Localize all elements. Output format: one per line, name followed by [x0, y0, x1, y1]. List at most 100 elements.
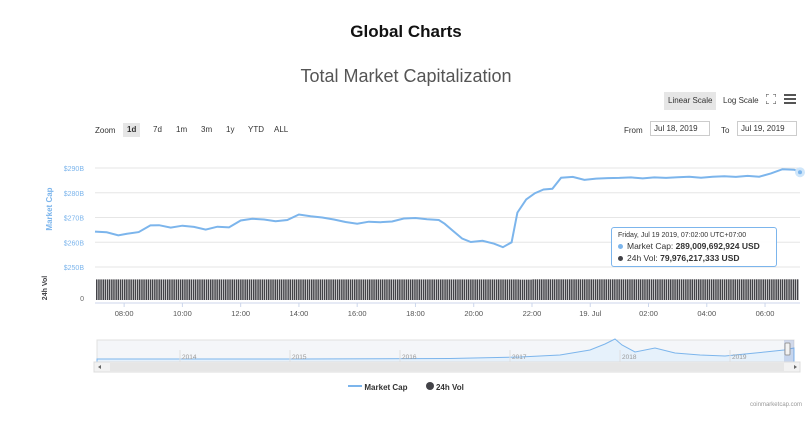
- volume-bar: [689, 279, 691, 300]
- legend: Market Cap 24h Vol: [0, 382, 812, 392]
- volume-bar: [678, 279, 681, 300]
- volume-bar: [575, 279, 577, 300]
- log-scale-button[interactable]: Log Scale: [723, 96, 759, 105]
- volume-bar: [287, 279, 289, 300]
- volume-bar: [584, 279, 586, 300]
- volume-bar: [586, 279, 588, 300]
- volume-bar: [646, 279, 648, 300]
- scroll-right-arrow-icon[interactable]: [794, 365, 797, 369]
- navigator-scrollbar-thumb[interactable]: [110, 363, 784, 371]
- volume-bar: [732, 279, 734, 300]
- volume-bar: [433, 279, 435, 300]
- x-tick-label: 19. Jul: [579, 309, 601, 318]
- y-tick-label: $250B: [64, 265, 85, 272]
- from-date-input[interactable]: [650, 121, 710, 136]
- volume-bar: [210, 279, 212, 300]
- volume-bar: [360, 279, 362, 300]
- volume-bar: [222, 279, 225, 300]
- volume-bar: [710, 279, 713, 300]
- volume-bar: [283, 279, 285, 300]
- volume-bar: [467, 279, 470, 300]
- volume-bar: [169, 279, 171, 300]
- zoom-button-1m[interactable]: 1m: [176, 125, 188, 134]
- volume-bar: [700, 279, 702, 300]
- linear-scale-button[interactable]: Linear Scale: [664, 92, 717, 110]
- volume-bar: [106, 279, 109, 300]
- volume-bar: [414, 279, 416, 300]
- volume-bar: [753, 279, 756, 300]
- volume-bar: [566, 279, 569, 300]
- volume-bar: [685, 279, 687, 300]
- volume-bar: [154, 279, 156, 300]
- volume-bar: [164, 279, 167, 300]
- volume-bar: [392, 279, 395, 300]
- volume-bar: [796, 279, 799, 300]
- volume-bar: [427, 279, 429, 300]
- chart-title: Total Market Capitalization: [300, 66, 512, 86]
- volume-bar: [743, 279, 745, 300]
- volume-bar: [347, 279, 349, 300]
- volume-bar: [766, 279, 769, 300]
- volume-bar: [603, 279, 605, 300]
- volume-bar: [405, 279, 408, 300]
- volume-bar: [188, 279, 190, 300]
- volume-bar: [745, 279, 747, 300]
- market-cap-series-line[interactable]: [94, 168, 801, 249]
- scroll-left-arrow-icon[interactable]: [98, 365, 101, 369]
- volume-bar: [151, 279, 154, 300]
- y-tick-label: $270B: [64, 216, 85, 223]
- volume-bar: [590, 279, 592, 300]
- volume-bar: [777, 279, 779, 300]
- volume-bar: [375, 279, 377, 300]
- volume-bar: [706, 279, 709, 300]
- navigator[interactable]: 2014 2015 2016 2017 2018 2019: [93, 338, 801, 373]
- volume-bar: [491, 279, 494, 300]
- volume-bar: [229, 279, 231, 300]
- legend-item-marketcap[interactable]: Market Cap: [348, 382, 408, 392]
- volume-bar: [446, 279, 448, 300]
- credits[interactable]: coinmarketcap.com: [749, 402, 802, 408]
- zoom-button-all[interactable]: ALL: [274, 125, 289, 134]
- volume-bar: [177, 279, 180, 300]
- volume-bar: [351, 279, 354, 300]
- volume-bar: [194, 279, 197, 300]
- to-date-input[interactable]: [737, 121, 797, 136]
- volume-bar: [508, 279, 511, 300]
- zoom-button-ytd[interactable]: YTD: [248, 125, 264, 134]
- zoom-button-1y[interactable]: 1y: [226, 125, 235, 134]
- volume-bar: [768, 279, 771, 300]
- volume-bar: [655, 279, 657, 300]
- volume-bar: [257, 279, 259, 300]
- volume-bar: [160, 279, 162, 300]
- volume-bar: [240, 279, 242, 300]
- volume-bar: [422, 279, 425, 300]
- tooltip-volume-label: 24h Vol:: [627, 253, 658, 263]
- zoom-button-3m[interactable]: 3m: [201, 125, 213, 134]
- volume-bar: [259, 279, 261, 300]
- zoom-button-7d[interactable]: 7d: [153, 125, 162, 134]
- volume-bar: [792, 279, 795, 300]
- zoom-button-1d[interactable]: 1d: [123, 123, 141, 137]
- tooltip-date: Friday, Jul 19 2019, 07:02:00 UTC+07:00: [618, 232, 747, 239]
- volume-bar: [102, 279, 104, 300]
- line-swatch-icon: [348, 385, 363, 387]
- volume-bar: [203, 279, 205, 300]
- volume-bar: [536, 279, 539, 300]
- legend-item-volume[interactable]: 24h Vol: [425, 382, 464, 392]
- volume-bar: [373, 279, 375, 300]
- navigator-handle[interactable]: [784, 342, 791, 356]
- tooltip-marketcap-value: 289,009,692,924 USD: [675, 241, 760, 251]
- volume-bar: [526, 279, 528, 300]
- volume-bar: [171, 279, 173, 300]
- hover-point-marker: [795, 167, 805, 178]
- volume-bar: [328, 279, 330, 300]
- volume-bar: [674, 279, 676, 300]
- volume-bar: [624, 279, 627, 300]
- x-tick-label: 16:00: [348, 309, 367, 318]
- volume-bar: [444, 279, 446, 300]
- navigator-year-labels: 2014 2015 2016 2017 2018 2019: [179, 350, 747, 362]
- tooltip-volume-row: 24h Vol: 79,976,217,333 USD: [618, 253, 770, 263]
- menu-icon[interactable]: [784, 94, 796, 104]
- volume-bar: [280, 279, 283, 300]
- volume-bar: [147, 279, 150, 300]
